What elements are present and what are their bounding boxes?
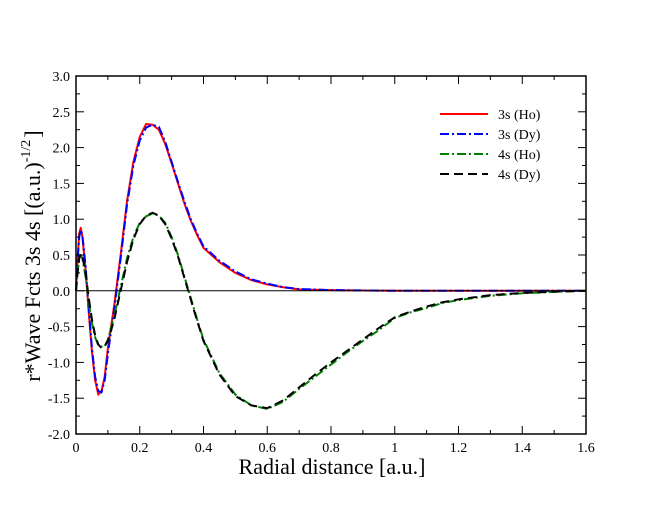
- y-tick-label: 3.0: [53, 70, 71, 85]
- legend-label-4s-dy: 4s (Dy): [498, 168, 541, 183]
- legend-label-4s-ho: 4s (Ho): [498, 148, 541, 163]
- y-tick-label: 0.0: [53, 285, 71, 300]
- y-axis-title-main: r*Wave Fcts 3s 4s [(a.u.): [20, 162, 45, 381]
- series-line-4s-dy: [75, 211, 587, 410]
- y-axis-title-close: ]: [20, 130, 45, 137]
- x-tick-label: 0.4: [195, 441, 213, 456]
- x-tick-label: 0.6: [259, 441, 277, 456]
- x-tick-label: 1: [391, 441, 398, 456]
- legend-label-3s-ho: 3s (Ho): [498, 108, 541, 123]
- x-tick-label: 0.2: [131, 441, 149, 456]
- series-line-3s-ho: [75, 122, 586, 396]
- x-tick-label: 1.2: [450, 441, 468, 456]
- x-tick-label: 1.4: [514, 441, 532, 456]
- y-tick-label: 1.5: [53, 177, 71, 192]
- x-axis-title: Radial distance [a.u.]: [239, 454, 426, 479]
- series-layer: [75, 122, 587, 410]
- y-axis-title-exponent: -1/2: [19, 140, 34, 163]
- series-line-4s-ho: [75, 212, 587, 410]
- y-tick-label: -2.0: [48, 428, 70, 443]
- y-tick-label: 0.5: [53, 249, 71, 264]
- y-tick-label: -0.5: [48, 321, 70, 336]
- y-tick-label: 2.0: [53, 142, 71, 157]
- y-axis-title: r*Wave Fcts 3s 4s [(a.u.)-1/2]: [19, 130, 45, 381]
- legend-label-3s-dy: 3s (Dy): [498, 128, 541, 143]
- y-tick-label: 1.0: [53, 213, 71, 228]
- x-tick-label: 1.6: [577, 441, 595, 456]
- y-tick-label: -1.5: [48, 392, 70, 407]
- x-tick-label: 0.8: [322, 441, 340, 456]
- series-line-3s-dy: [75, 123, 586, 394]
- legend: 3s (Ho) 3s (Dy) 4s (Ho) 4s (Dy): [440, 108, 541, 183]
- ticks-layer: 0 0.2 0.4 0.6 0.8 1 1.2 1.4 1.6 -2.0 -1.5 -1.0 -0.5 0…: [48, 70, 595, 456]
- y-tick-label: -1.0: [48, 356, 70, 371]
- plot-frame: [75, 75, 587, 435]
- x-tick-label: 0: [73, 441, 80, 456]
- y-tick-label: 2.5: [53, 106, 71, 121]
